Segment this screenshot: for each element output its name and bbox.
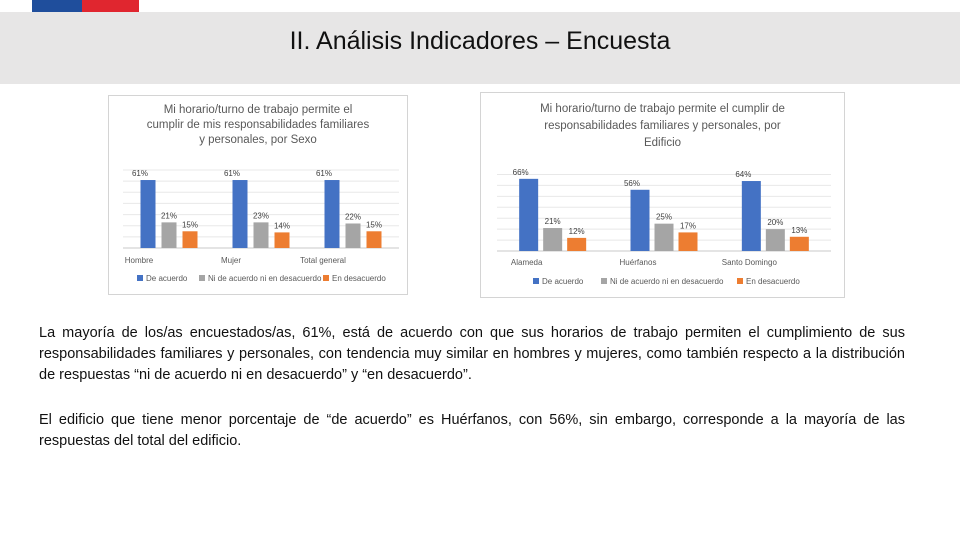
data-label: 15%: [366, 220, 382, 229]
chart-by-building: Mi horario/turno de trabajo permite el c…: [480, 92, 845, 298]
data-label: 61%: [316, 169, 332, 178]
bar: [324, 180, 340, 248]
legend-swatch: [601, 278, 607, 284]
legend-swatch: [137, 275, 143, 281]
legend-label: De acuerdo: [146, 274, 188, 283]
chart-title: Mi horario/turno de trabajo permite el c…: [540, 103, 785, 149]
data-label: 23%: [253, 211, 269, 220]
data-label: 22%: [345, 212, 361, 221]
legend-label: Ni de acuerdo ni en desacuerdo: [208, 274, 322, 283]
category-label: Total general: [300, 256, 346, 265]
legend-swatch: [737, 278, 743, 284]
page-title: II. Análisis Indicadores – Encuesta: [289, 27, 671, 55]
data-label: 61%: [224, 169, 240, 178]
data-label: 21%: [545, 217, 561, 226]
bar: [253, 222, 269, 248]
chart-by-sex-svg: Mi horario/turno de trabajo permite el cu…: [123, 104, 399, 283]
chart-by-sex: Mi horario/turno de trabajo permite el cu…: [108, 95, 408, 295]
data-label: 20%: [767, 218, 783, 227]
bar: [182, 231, 198, 248]
data-label: 56%: [624, 179, 640, 188]
bar: [140, 180, 156, 248]
bar: [232, 180, 248, 248]
bar: [543, 228, 563, 251]
bar: [741, 181, 761, 251]
data-label: 12%: [569, 227, 585, 236]
chart-by-building-svg: Mi horario/turno de trabajo permite el c…: [497, 103, 831, 286]
flag-stripe: [32, 0, 139, 12]
bar: [789, 236, 809, 251]
data-label: 66%: [513, 168, 529, 177]
bar: [161, 222, 177, 248]
data-label: 61%: [132, 169, 148, 178]
legend-swatch: [533, 278, 539, 284]
data-label: 25%: [656, 213, 672, 222]
category-label: Alameda: [511, 258, 543, 267]
legend-swatch: [199, 275, 205, 281]
data-label: 21%: [161, 211, 177, 220]
data-label: 64%: [735, 170, 751, 179]
category-label: Huérfanos: [620, 258, 657, 267]
header-band: [0, 12, 960, 84]
legend-label: En desacuerdo: [746, 277, 800, 286]
bar: [630, 189, 650, 251]
bar: [765, 229, 785, 251]
chart-title: Mi horario/turno de trabajo permite el cu…: [147, 104, 370, 146]
bar: [366, 231, 382, 248]
data-label: 13%: [791, 226, 807, 235]
bar: [519, 178, 539, 251]
data-label: 17%: [680, 221, 696, 230]
bar: [654, 223, 674, 251]
legend-label: Ni de acuerdo ni en desacuerdo: [610, 277, 724, 286]
category-label: Mujer: [221, 256, 241, 265]
bar: [567, 237, 587, 251]
flag-red-segment: [82, 0, 139, 12]
data-label: 15%: [182, 220, 198, 229]
flag-blue-segment: [32, 0, 82, 12]
data-label: 14%: [274, 221, 290, 230]
legend-label: En desacuerdo: [332, 274, 386, 283]
summary-paragraph-2: El edificio que tiene menor porcentaje d…: [39, 412, 905, 449]
legend-label: De acuerdo: [542, 277, 584, 286]
legend-swatch: [323, 275, 329, 281]
summary-paragraph-1: La mayoría de los/as encuestados/as, 61%…: [39, 325, 905, 383]
category-label: Hombre: [125, 256, 154, 265]
category-label: Santo Domingo: [722, 258, 778, 267]
bar: [274, 232, 290, 248]
bar: [345, 223, 361, 248]
bar: [678, 232, 698, 251]
